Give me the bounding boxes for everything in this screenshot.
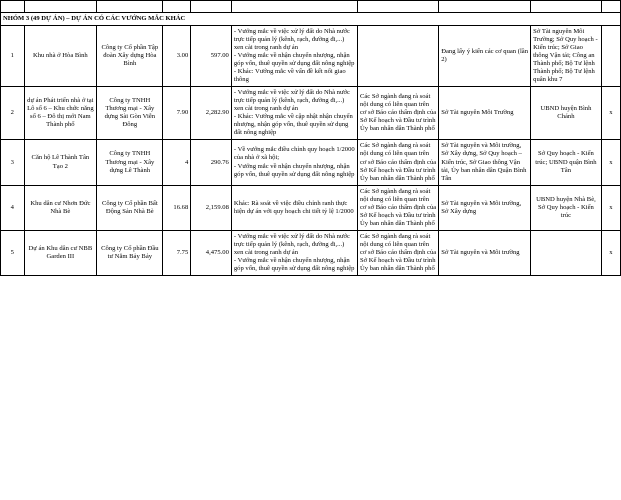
cell-sobannganh-partial	[356, 0, 440, 13]
cell-x-mark: x	[600, 184, 621, 231]
cell-vuong-mac: - Vướng mắc về việc xử lý đất do Nhà nướ…	[230, 25, 358, 88]
cell-stt: 3	[0, 139, 25, 186]
cell-x-mark: x	[600, 229, 621, 276]
cell-vuong-mac: - Về vướng mắc điều chỉnh quy hoạch 1/20…	[230, 139, 358, 186]
cell-project-name: Khu nhà ở Hòa Bình	[23, 25, 98, 88]
cell-number: 290.76	[190, 139, 232, 186]
cell-project-name: Dự án Khu dân cư NBB Garden III	[23, 229, 98, 276]
cell-organization: Công ty Cổ phần Đầu tư Năm Bảy Bảy	[96, 229, 164, 276]
cell-organization: Công ty TNHH Thương mại - Xây dựng Sài G…	[96, 86, 164, 141]
cell-co-quan: Sở Tài nguyên Môi Trường	[438, 86, 532, 141]
table-row: 4 Khu dân cư Nhơn Đức Nhà Bè Công ty Cổ …	[0, 184, 621, 231]
cell-x-mark	[600, 25, 621, 88]
cell-area: 3.00	[162, 25, 192, 88]
cell-don-vi: Sở Tài nguyên Môi Trường; Sở Quy hoạch -…	[530, 25, 602, 88]
cell-project-name: Căn hộ Lê Thành Tân Tạo 2	[23, 139, 98, 186]
cell-area: 7.90	[162, 86, 192, 141]
cell-number: 2,159.08	[190, 184, 232, 231]
cell-x-mark: x	[600, 86, 621, 141]
cell-vuong-mac: - Vướng mắc về việc xử lý đất do Nhà nướ…	[230, 229, 358, 276]
cell-number: 597.00	[190, 25, 232, 88]
cell-stt-partial	[0, 0, 25, 13]
cell-area: 7.75	[162, 229, 192, 276]
cell-organization: Công ty TNHH Thương mại - Xây dựng Lê Th…	[96, 139, 164, 186]
cell-don-vi: Sở Quy hoạch - Kiến trúc; UBND quận Bình…	[530, 139, 602, 186]
cell-x-partial	[600, 0, 621, 13]
cell-number: 4,475.00	[190, 229, 232, 276]
cell-stt: 1	[0, 25, 25, 88]
table-row: 1 Khu nhà ở Hòa Bình Công ty Cổ phần Tập…	[0, 25, 621, 88]
table-row: 2 dự án Phát triển nhà ở tại Lô số 6 – K…	[0, 86, 621, 141]
cell-donvi-partial	[530, 0, 602, 13]
cell-area: 16.68	[162, 184, 192, 231]
cell-so-ban-nganh: Các Sở ngành đang rà soát nội dung có li…	[356, 229, 440, 276]
cell-co-quan: Đang lấy ý kiến các cơ quan (lần 2)	[438, 25, 532, 88]
cell-so-ban-nganh: Các Sở ngành đang rà soát nội dung có li…	[356, 139, 440, 186]
cell-name-partial	[23, 0, 98, 13]
table-row: 5 Dự án Khu dân cư NBB Garden III Công t…	[0, 229, 621, 276]
cell-don-vi: UBND huyện Nhà Bè, Sở Quy hoạch - Kiến t…	[530, 184, 602, 231]
cell-vuongmac-partial	[230, 0, 358, 13]
cell-org-partial	[96, 0, 164, 13]
table-row: 3 Căn hộ Lê Thành Tân Tạo 2 Công ty TNHH…	[0, 139, 621, 186]
cell-coquan-partial	[438, 0, 532, 13]
cell-x-mark: x	[600, 139, 621, 186]
cell-vuong-mac: Khác: Rà soát về việc điều chỉnh ranh th…	[230, 184, 358, 231]
cell-area: 4	[162, 139, 192, 186]
cell-area-partial	[162, 0, 192, 13]
cell-project-name: Khu dân cư Nhơn Đức Nhà Bè	[23, 184, 98, 231]
cell-organization: Công ty Cổ phần Tập đoàn Xây dựng Hòa Bì…	[96, 25, 164, 88]
cell-so-ban-nganh: Các Sở ngành đang rà soát nội dung có li…	[356, 86, 440, 141]
group-header-row: NHÓM 3 (49 DỰ ÁN) – DỰ ÁN CÓ CÁC VƯỚNG M…	[0, 11, 621, 27]
cell-don-vi: UBND huyện Bình Chánh	[530, 86, 602, 141]
cell-project-name: dự án Phát triển nhà ở tại Lô số 6 – Khu…	[23, 86, 98, 141]
cell-vuong-mac: - Vướng mắc về việc xử lý đất do Nhà nướ…	[230, 86, 358, 141]
cell-co-quan: Sở Tài nguyên và Môi trường, Sở Xây dựng…	[438, 139, 532, 186]
cell-number: 2,282.90	[190, 86, 232, 141]
cell-co-quan: Sở Tài nguyên và Môi trường	[438, 229, 532, 276]
cell-stt: 5	[0, 229, 25, 276]
cell-stt: 4	[0, 184, 25, 231]
cell-so-ban-nganh	[356, 25, 440, 88]
cell-don-vi	[530, 229, 602, 276]
projects-table: NHÓM 3 (49 DỰ ÁN) – DỰ ÁN CÓ CÁC VƯỚNG M…	[0, 0, 621, 276]
cell-organization: Công ty Cổ phần Bất Động Sản Nhà Bè	[96, 184, 164, 231]
cell-number-partial	[190, 0, 232, 13]
group-header-label: NHÓM 3 (49 DỰ ÁN) – DỰ ÁN CÓ CÁC VƯỚNG M…	[0, 11, 621, 27]
table-row-partial-top	[0, 0, 621, 13]
cell-so-ban-nganh: Các Sở ngành đang rà soát nội dung có li…	[356, 184, 440, 231]
cell-stt: 2	[0, 86, 25, 141]
cell-co-quan: Sở Tài nguyên và Môi trường, Sở Xây dựng	[438, 184, 532, 231]
